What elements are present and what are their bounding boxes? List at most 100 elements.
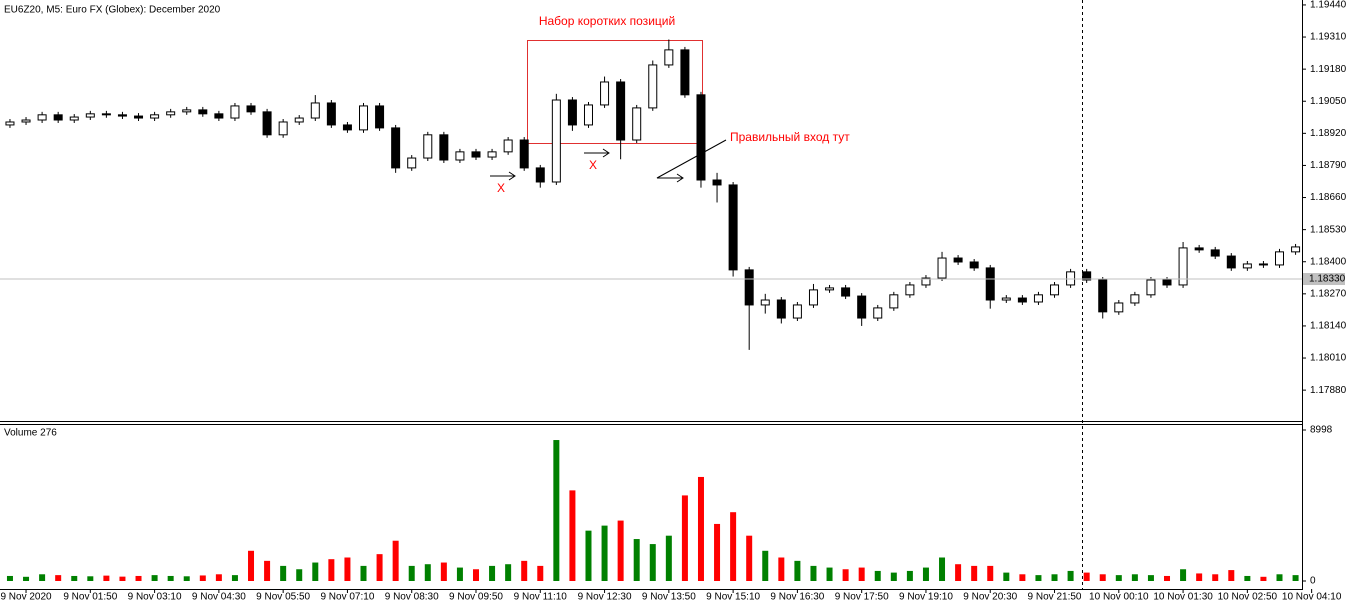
volume-bar [103, 575, 110, 581]
candle-body [230, 105, 240, 119]
candle-body [937, 257, 947, 279]
y-tick-label: 1.19050 [1310, 96, 1347, 107]
candle-body [985, 267, 995, 301]
volume-bar [1212, 574, 1219, 581]
volume-bar [456, 567, 463, 581]
annotation: Набор коротких позиций [539, 14, 675, 28]
x-tick-label: 9 Nov 21:50 [1028, 592, 1082, 603]
volume-bar [569, 490, 576, 581]
volume-bar [167, 575, 174, 581]
volume-bar [151, 575, 158, 581]
volume-bar [328, 559, 335, 581]
volume-bar [87, 576, 94, 581]
y-tick-label: 1.18270 [1310, 288, 1347, 299]
y-tick-label: 1.18920 [1310, 128, 1347, 139]
annotation: Правильный вход тут [730, 130, 850, 144]
volume-bar [408, 565, 415, 581]
x-tick-label: 9 Nov 15:10 [706, 592, 760, 603]
volume-bar [39, 574, 46, 581]
volume-bar [1051, 574, 1058, 581]
candle-body [1050, 284, 1060, 296]
candle-body [632, 107, 642, 141]
volume-bar [296, 569, 303, 581]
volume-bar [280, 565, 287, 581]
volume-bar [1067, 570, 1074, 581]
current-price-label: 1.18330 [1309, 274, 1346, 285]
candle-body [1162, 279, 1172, 286]
candle-body [1033, 294, 1043, 303]
volume-bar [392, 540, 399, 581]
x-tick-label: 9 Nov 01:50 [63, 592, 117, 603]
candle-body [825, 287, 835, 291]
y-tick-label: 1.18790 [1310, 160, 1347, 171]
volume-bar [472, 569, 479, 581]
candle-body [503, 139, 513, 153]
x-tick-label: 9 Nov 12:30 [578, 592, 632, 603]
volume-bar [1083, 572, 1090, 581]
candle-body [487, 151, 497, 158]
volume-bar [601, 525, 608, 581]
volume-bar [1147, 575, 1154, 581]
candle-body [1242, 263, 1252, 269]
candle-body [1226, 255, 1236, 269]
y-tick-label: 1.18140 [1310, 321, 1347, 332]
candle-body [1194, 247, 1204, 251]
volume-bar [440, 562, 447, 581]
candle-body [471, 151, 481, 158]
volume-bar [906, 570, 913, 581]
volume-bar [1228, 570, 1235, 581]
x-tick-label: 10 Nov 00:10 [1089, 592, 1149, 603]
volume-bar [1260, 576, 1267, 581]
candle-body [1098, 279, 1108, 313]
current-price-box [1303, 273, 1345, 286]
candle-body [1082, 271, 1092, 281]
arrow [584, 148, 610, 158]
candle-body [648, 64, 658, 109]
y-tick-label: 1.18400 [1310, 256, 1347, 267]
candle-body [728, 184, 738, 271]
x-tick-label: 9 Nov 16:30 [770, 592, 824, 603]
candle-body [1210, 249, 1220, 257]
volume-bar [248, 550, 255, 581]
candle-body [857, 295, 867, 319]
volume-bar [360, 565, 367, 581]
candle-body [5, 121, 15, 126]
volume-bar [23, 576, 30, 581]
arrow [490, 171, 516, 181]
x-tick-label: 9 Nov 09:50 [449, 592, 503, 603]
candle-body [37, 114, 47, 121]
candle-body [375, 105, 385, 129]
candle-body [1066, 271, 1076, 286]
candle-body [792, 304, 802, 319]
candle-body [246, 105, 256, 113]
candle-body [921, 277, 931, 286]
volume-bar [585, 530, 592, 581]
candle-body [1130, 294, 1140, 304]
candle-body [905, 284, 915, 296]
x-tick-label: 10 Nov 04:10 [1282, 592, 1342, 603]
volume-bar [376, 554, 383, 581]
candle-body [808, 289, 818, 306]
candle-body [342, 124, 352, 131]
y-tick-label: 1.19180 [1310, 64, 1347, 75]
x-tick-label: 9 Nov 08:30 [385, 592, 439, 603]
candle-body [1258, 263, 1268, 266]
volume-bar [955, 564, 962, 581]
volume-bar [714, 523, 721, 581]
candle-body [873, 307, 883, 319]
volume-bar [971, 565, 978, 581]
x-tick-label: 9 Nov 17:50 [835, 592, 889, 603]
volume-bar [424, 564, 431, 581]
volume-bar [633, 539, 640, 581]
candle-body [583, 104, 593, 126]
y-tick-label: 1.18530 [1310, 224, 1347, 235]
candle-body [359, 105, 369, 131]
candle-body [889, 294, 899, 309]
candle-body [760, 299, 770, 306]
volume-bar [1292, 575, 1299, 581]
volume-bar [119, 576, 126, 581]
y-tick-label: 1.18010 [1310, 353, 1347, 364]
volume-bar [505, 564, 512, 581]
